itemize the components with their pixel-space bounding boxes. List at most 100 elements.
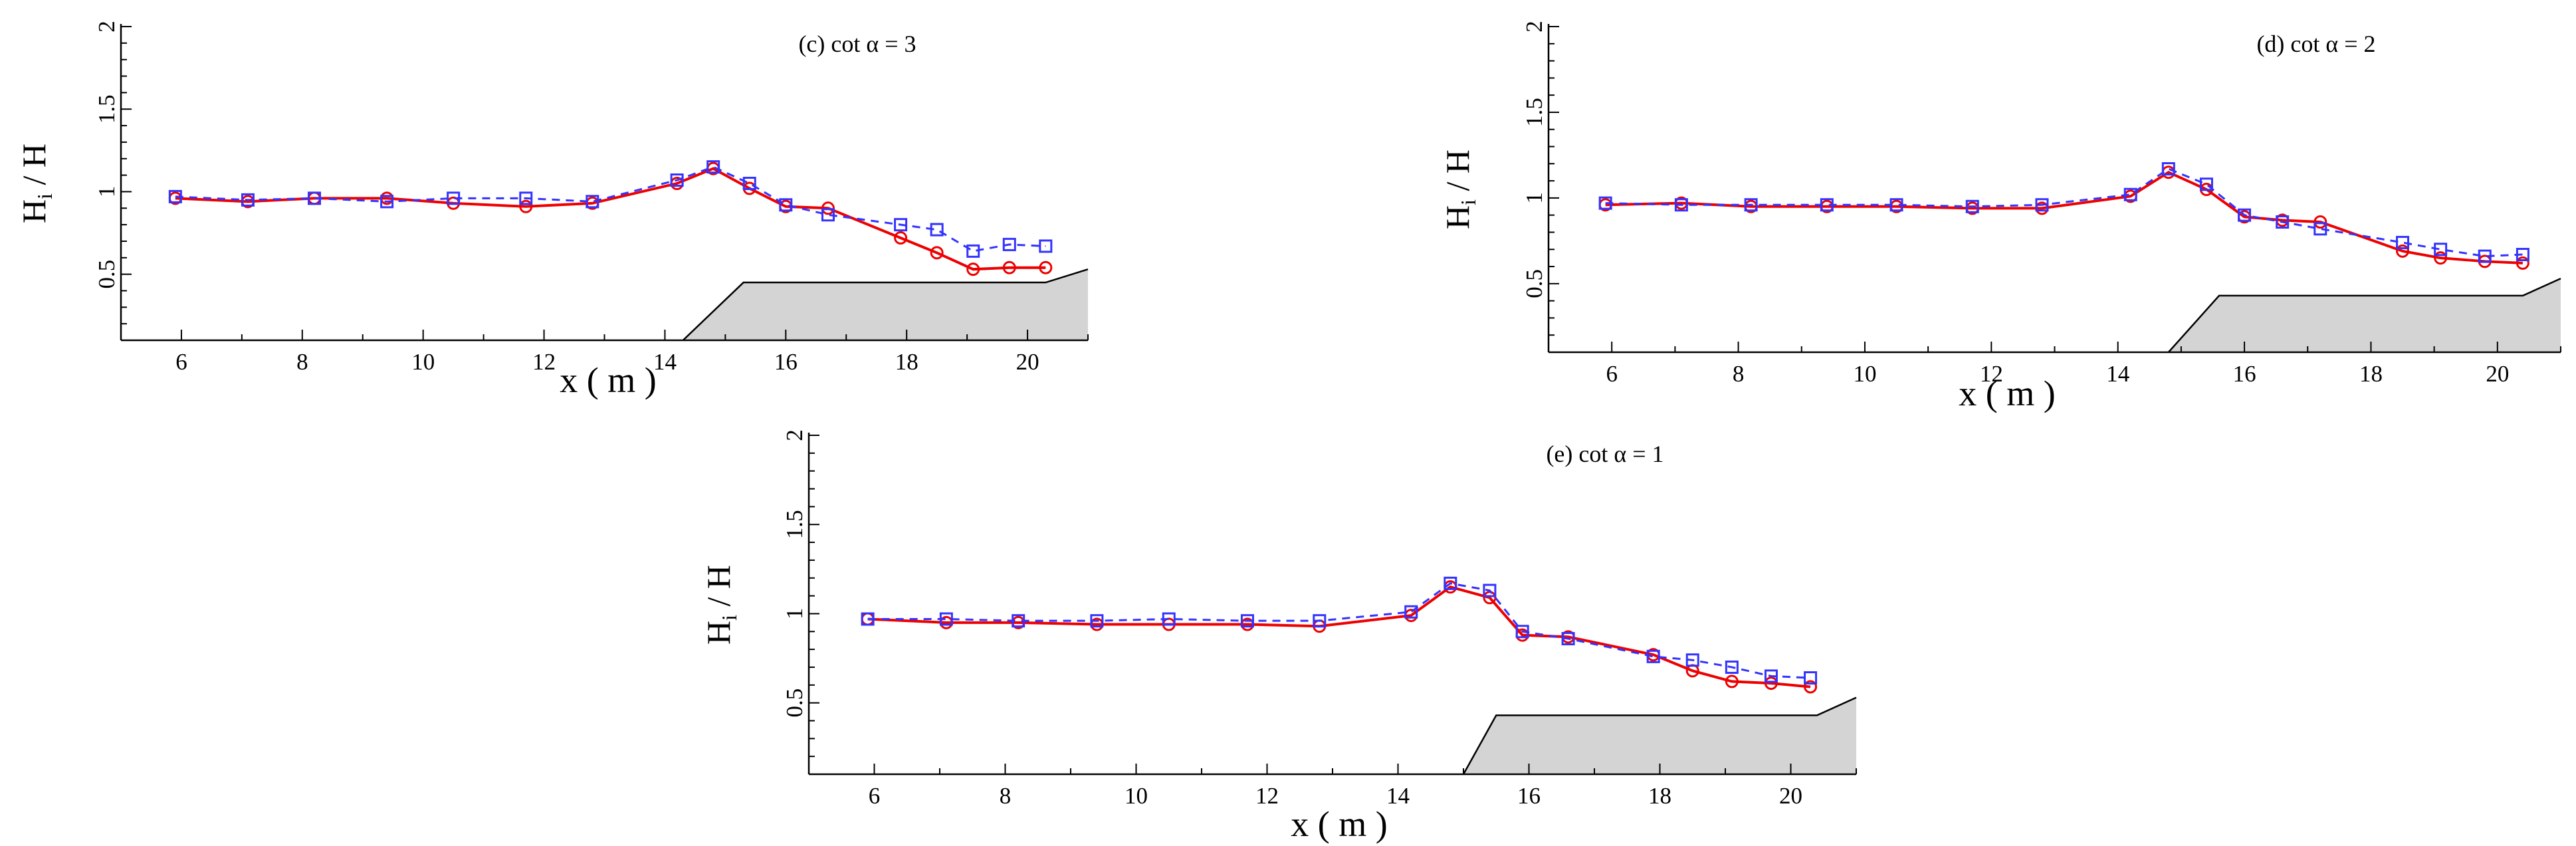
data-point-square — [2035, 198, 2049, 212]
data-point-square — [1483, 583, 1497, 597]
x-tick-label: 12 — [1255, 783, 1279, 809]
data-point-circle — [894, 231, 908, 245]
data-point-square — [2161, 162, 2175, 176]
data-point-circle — [519, 199, 533, 213]
data-point-square — [2396, 235, 2410, 249]
data-point-square — [1674, 198, 1688, 212]
x-tick-label: 20 — [1779, 783, 1802, 809]
y-tick-label: 1 — [1521, 192, 1547, 204]
data-point-square — [380, 195, 394, 209]
data-point-square — [930, 223, 944, 237]
chart-panel-c: 6 8 10 12 14 16 18 20 0.5 1 1.5 2 (c) cot α = 3 x ( m… — [15, 21, 1089, 400]
data-point-square — [241, 193, 255, 207]
x-tick-label: 14 — [1386, 783, 1410, 809]
panel-annotation: (e) cot α = 1 — [1546, 441, 1664, 467]
y-tick-label: 1 — [94, 186, 120, 198]
data-point-circle — [1002, 261, 1016, 274]
x-tick-label: 16 — [2233, 361, 2256, 387]
data-point-square — [1965, 199, 1979, 213]
data-point-square — [519, 191, 533, 205]
x-tick-label: 10 — [1853, 361, 1876, 387]
x-tick-label: 14 — [2106, 361, 2129, 387]
data-point-square — [1444, 576, 1457, 590]
data-point-square — [1012, 614, 1025, 628]
panel-annotation: (d) cot α = 2 — [2256, 31, 2375, 57]
bathymetry-outline — [2167, 277, 2561, 353]
data-point-square — [1744, 198, 1758, 212]
data-point-square — [670, 173, 684, 187]
x-tick-label: 14 — [653, 349, 677, 375]
series-line-red-circles — [867, 585, 1811, 688]
data-point-square — [2516, 248, 2529, 261]
data-point-square — [1039, 239, 1053, 253]
x-tick-label: 10 — [411, 349, 435, 375]
chart-panel-d: 6 8 10 12 14 16 18 20 0.5 1 1.5 2 (d) cot α = 2 x ( m… — [1439, 21, 2561, 413]
series-line-red-circles — [175, 167, 1046, 271]
x-axis-label: x ( m ) — [1291, 804, 1387, 844]
y-tick-label: 2 — [782, 429, 807, 441]
data-point-square — [706, 160, 720, 174]
x-axis-label: x ( m ) — [560, 360, 656, 400]
series-line-blue-squares — [867, 582, 1811, 679]
y-axis-label: Hi / H — [15, 144, 56, 223]
data-point-square — [447, 191, 461, 205]
data-point-square — [1313, 614, 1327, 628]
data-point-square — [821, 208, 835, 222]
x-tick-label: 18 — [2359, 361, 2383, 387]
data-point-square — [2478, 249, 2492, 263]
data-point-square — [1002, 237, 1016, 251]
data-point-square — [308, 191, 321, 205]
data-point-circle — [2434, 251, 2448, 265]
y-tick-label: 2 — [1521, 21, 1547, 33]
data-point-square — [2276, 215, 2290, 229]
x-tick-label: 8 — [1733, 361, 1745, 387]
bathymetry-outline — [1462, 696, 1857, 775]
data-point-square — [2313, 222, 2327, 236]
data-point-circle — [2313, 215, 2327, 229]
y-tick-label: 2 — [94, 21, 120, 33]
data-point-square — [1598, 196, 1612, 210]
data-point-square — [2199, 177, 2213, 191]
chart-panel-e: 6 8 10 12 14 16 18 20 0.5 1 1.5 2 (e) cot α = 1 x ( m… — [700, 429, 1857, 844]
data-point-circle — [966, 263, 980, 276]
bathymetry-fill — [683, 269, 1088, 340]
data-point-square — [779, 198, 793, 212]
data-point-square — [894, 218, 908, 232]
data-point-square — [2238, 208, 2252, 222]
panel-annotation: (c) cot α = 3 — [798, 31, 916, 57]
data-point-circle — [1039, 261, 1053, 274]
data-point-square — [1090, 614, 1104, 628]
series-line-blue-squares — [1605, 167, 2523, 258]
x-tick-label: 20 — [1016, 349, 1039, 375]
y-tick-label: 1.5 — [1521, 98, 1547, 127]
y-axis-label: Hi / H — [1439, 150, 1480, 229]
x-tick-label: 18 — [1648, 783, 1671, 809]
y-tick-label: 1.5 — [782, 510, 807, 539]
x-tick-label: 8 — [296, 349, 308, 375]
data-point-circle — [2516, 256, 2529, 270]
y-axis-label: Hi / H — [700, 565, 741, 645]
x-tick-label: 20 — [2486, 361, 2509, 387]
data-point-square — [1820, 198, 1834, 212]
data-point-square — [2123, 187, 2137, 201]
data-point-square — [1515, 625, 1529, 639]
data-point-circle — [1725, 675, 1739, 688]
y-tick-label: 0.5 — [94, 260, 120, 289]
bathymetry-fill — [1463, 697, 1856, 774]
data-point-square — [742, 177, 756, 190]
data-point-circle — [2396, 244, 2410, 258]
x-tick-label: 18 — [895, 349, 918, 375]
data-point-square — [1404, 605, 1418, 619]
x-tick-label: 6 — [175, 349, 187, 375]
data-point-circle — [1804, 680, 1818, 694]
x-tick-label: 16 — [1517, 783, 1541, 809]
data-point-square — [1685, 653, 1699, 667]
data-point-square — [586, 195, 599, 209]
series-line-blue-squares — [175, 165, 1046, 253]
data-point-square — [939, 612, 953, 626]
x-tick-label: 12 — [532, 349, 556, 375]
data-point-square — [1889, 198, 1903, 212]
x-tick-label: 6 — [1606, 361, 1618, 387]
data-point-circle — [1764, 677, 1778, 690]
